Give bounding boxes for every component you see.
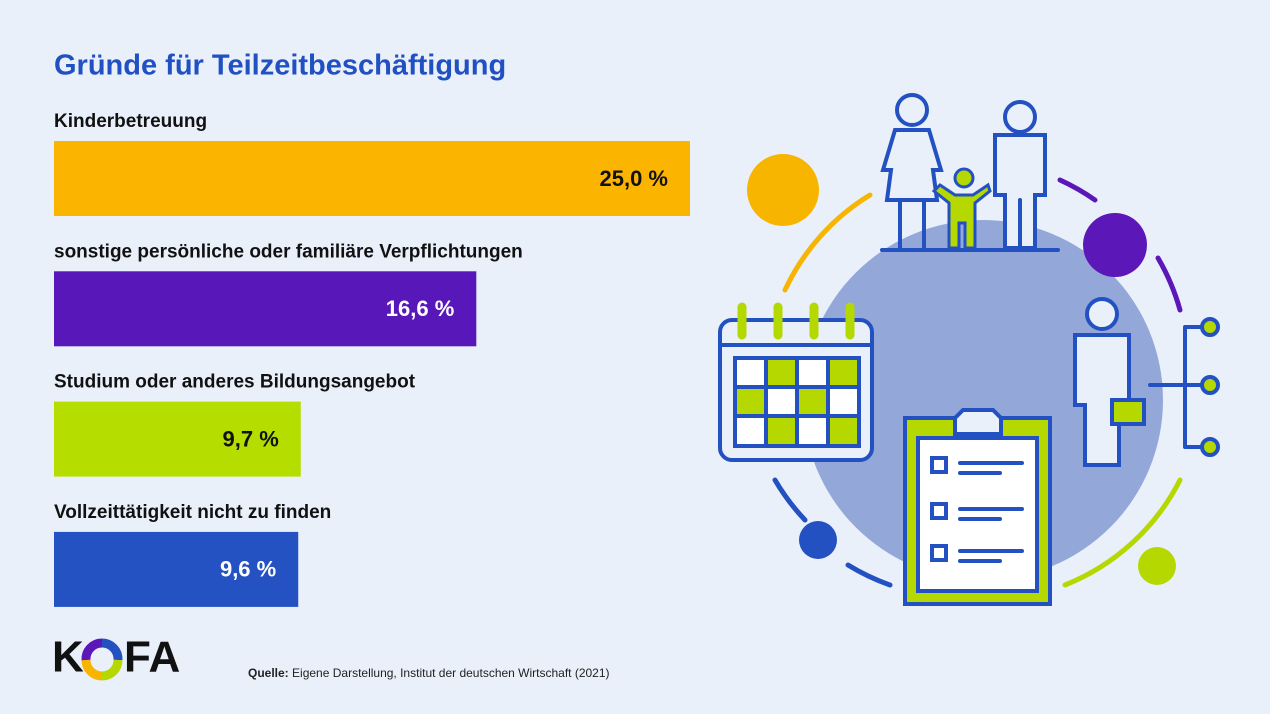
- value-label: 9,6 %: [220, 557, 276, 582]
- value-label: 16,6 %: [386, 296, 455, 321]
- category-label: Vollzeittätigkeit nicht zu finden: [54, 502, 331, 523]
- value-label: 25,0 %: [600, 166, 669, 191]
- logo-left: K: [52, 633, 84, 682]
- value-label: 9,7 %: [223, 426, 279, 451]
- bar: [54, 271, 477, 347]
- category-label: Kinderbetreuung: [54, 111, 207, 132]
- source-label: Quelle:: [248, 666, 289, 680]
- logo-right: FA: [124, 633, 180, 682]
- logo-ring: [81, 638, 123, 681]
- source-text: Eigene Darstellung, Institut der deutsch…: [292, 666, 610, 680]
- category-label: Studium oder anderes Bildungsangebot: [54, 372, 416, 393]
- bar: [54, 401, 301, 477]
- source: Quelle: Eigene Darstellung, Institut der…: [248, 666, 610, 680]
- category-label: sonstige persönliche oder familiäre Verp…: [54, 241, 523, 262]
- bar: [54, 141, 690, 216]
- chart-title: Gründe für Teilzeitbeschäftigung: [54, 50, 506, 82]
- bar: [54, 531, 299, 607]
- illustration: [718, 93, 1220, 606]
